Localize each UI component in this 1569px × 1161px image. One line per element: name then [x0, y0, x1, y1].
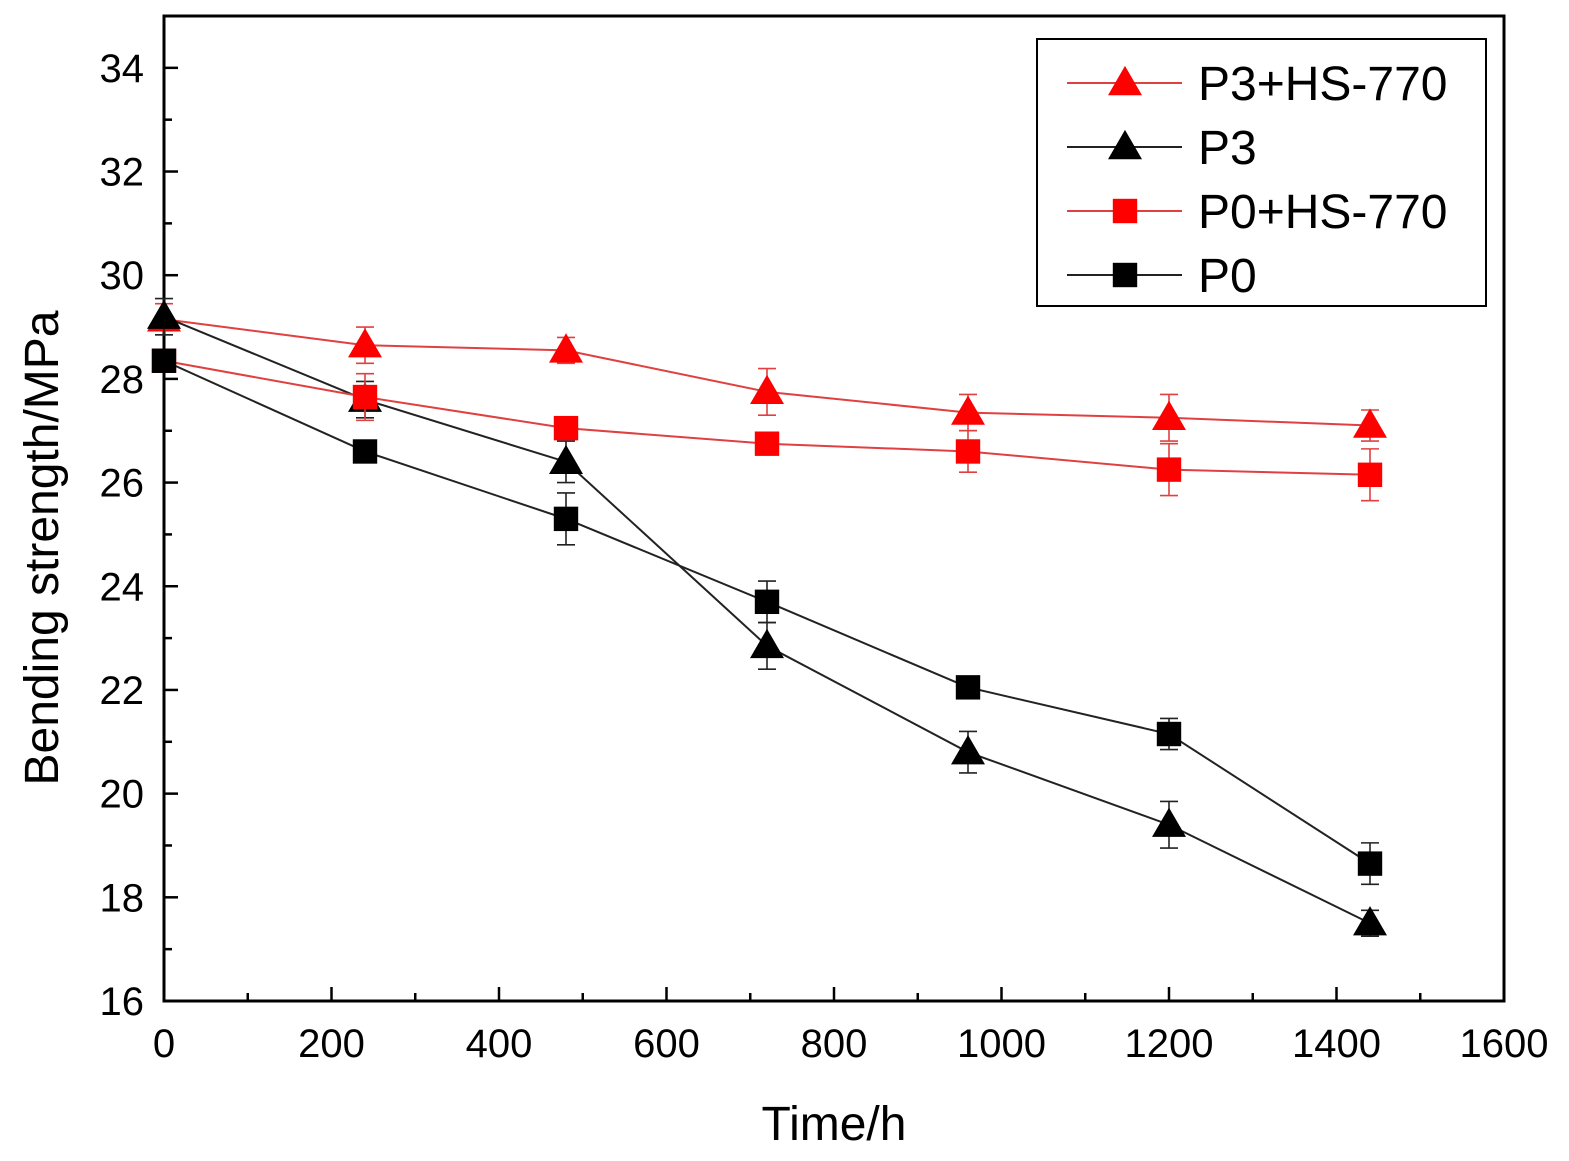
- data-point: [348, 328, 382, 358]
- x-axis-title: Time/h: [762, 1098, 907, 1151]
- legend-label: P3: [1198, 122, 1257, 175]
- y-tick-label: 24: [100, 565, 145, 609]
- legend-item: P3: [1067, 122, 1257, 175]
- data-point: [1156, 457, 1182, 482]
- x-tick-label: 600: [633, 1022, 700, 1066]
- data-point: [1357, 462, 1383, 488]
- x-tick-label: 400: [466, 1022, 533, 1066]
- y-tick-label: 18: [100, 876, 145, 920]
- x-tick-label: 1200: [1125, 1022, 1214, 1066]
- legend-item: P0: [1067, 250, 1257, 303]
- data-point: [553, 506, 579, 532]
- x-tick-label: 1000: [957, 1022, 1046, 1066]
- legend-marker: [1112, 262, 1138, 288]
- legend: P3+HS-770 P3 P0+HS-770 P0: [1036, 38, 1487, 307]
- x-tick-label: 1600: [1460, 1022, 1549, 1066]
- series-p3-hs-770: [147, 302, 1387, 442]
- data-point: [1152, 807, 1186, 837]
- series-p0-hs-770: [151, 348, 1383, 502]
- y-tick-label: 34: [100, 47, 145, 91]
- legend-item: P3+HS-770: [1067, 58, 1448, 111]
- series-p0: [151, 348, 1383, 886]
- y-tick-label: 26: [100, 462, 145, 506]
- y-tick-label: 30: [100, 254, 145, 298]
- data-point: [754, 431, 780, 456]
- y-axis-title: Bending strength/MPa: [16, 310, 69, 785]
- data-point: [352, 384, 378, 410]
- x-tick-label: 200: [298, 1022, 365, 1066]
- x-tick-label: 0: [153, 1022, 175, 1066]
- y-tick-label: 28: [100, 358, 145, 402]
- data-point: [352, 439, 378, 464]
- data-point: [750, 374, 784, 405]
- data-point: [750, 628, 784, 659]
- x-tick-label: 800: [801, 1022, 868, 1066]
- legend-label: P3+HS-770: [1198, 58, 1448, 111]
- y-tick-label: 16: [100, 980, 145, 1024]
- data-point: [1357, 851, 1383, 876]
- data-point: [951, 735, 985, 765]
- plot-area: 0 200 400 600 800 1000 1200 1400 1600 16 18 20 22 24 2…: [100, 14, 1549, 1066]
- data-point: [151, 348, 177, 373]
- data-point: [147, 299, 181, 329]
- data-point: [549, 333, 583, 363]
- legend-label: P0: [1198, 250, 1257, 303]
- data-point: [951, 395, 985, 425]
- y-tick-label: 22: [100, 669, 145, 713]
- x-tick-label: 1400: [1292, 1022, 1381, 1066]
- data-point: [553, 415, 579, 441]
- data-point: [955, 439, 981, 464]
- data-point: [1156, 721, 1182, 747]
- legend-marker: [1108, 129, 1142, 160]
- data-point: [754, 589, 780, 615]
- y-tick-label: 20: [100, 773, 145, 817]
- data-point: [1353, 906, 1387, 936]
- legend-item: P0+HS-770: [1067, 186, 1448, 239]
- data-point: [549, 444, 583, 475]
- legend-label: P0+HS-770: [1198, 186, 1448, 239]
- data-point: [955, 675, 981, 700]
- y-tick-label: 32: [100, 151, 145, 195]
- legend-marker: [1112, 198, 1138, 224]
- legend-marker: [1108, 65, 1142, 96]
- data-point: [1353, 408, 1387, 438]
- data-point: [1152, 400, 1186, 430]
